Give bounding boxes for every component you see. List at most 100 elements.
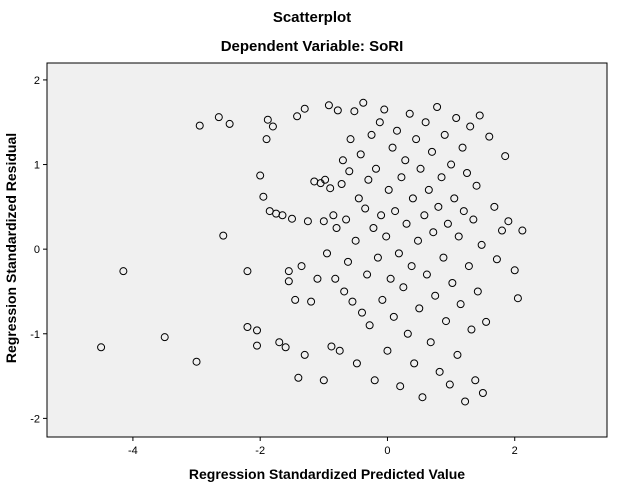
data-point — [361, 204, 370, 213]
data-point — [344, 257, 352, 266]
data-point — [458, 143, 467, 152]
data-point — [439, 253, 448, 262]
data-point — [466, 122, 475, 131]
chart-title: Scatterplot — [272, 9, 352, 26]
data-point — [422, 270, 431, 279]
data-point — [416, 164, 425, 173]
data-point — [284, 267, 293, 276]
y-axis-ticks: -2 -1 0 1 2 — [30, 75, 47, 425]
data-point — [352, 359, 361, 368]
data-point — [463, 169, 471, 177]
data-point — [313, 274, 322, 283]
data-point — [378, 295, 387, 304]
data-point — [327, 342, 336, 351]
data-point — [338, 156, 347, 165]
data-point — [342, 215, 351, 224]
y-axis-label: Regression Standardized Residual — [3, 133, 19, 363]
data-point — [498, 226, 506, 235]
data-point — [192, 357, 201, 366]
data-point — [367, 130, 376, 139]
data-point — [482, 317, 491, 326]
data-point — [329, 211, 338, 220]
data-point — [412, 135, 421, 144]
data-point — [356, 150, 365, 159]
data-point — [369, 224, 378, 232]
data-point — [119, 267, 128, 276]
data-point — [291, 295, 300, 304]
data-point — [418, 393, 427, 402]
data-point — [383, 346, 392, 355]
data-point — [472, 181, 481, 190]
x-tick-label: 0 — [384, 445, 390, 457]
data-point — [373, 253, 382, 262]
data-point — [473, 287, 482, 296]
data-point — [358, 308, 366, 317]
data-point — [303, 217, 312, 226]
data-point — [214, 113, 223, 122]
data-point — [331, 274, 340, 283]
data-point — [477, 240, 486, 249]
data-point — [307, 297, 316, 306]
data-point — [414, 236, 422, 245]
data-point — [263, 115, 272, 124]
data-point — [351, 236, 360, 245]
data-point — [340, 287, 349, 296]
data-point — [475, 111, 484, 120]
data-point — [195, 121, 204, 130]
data-point — [243, 323, 252, 331]
data-point — [393, 126, 401, 135]
chart-subtitle: Dependent Variable: SoRI — [220, 38, 404, 55]
data-point — [288, 214, 296, 223]
y-tick-label: -1 — [30, 329, 40, 341]
data-point — [388, 143, 397, 152]
data-point — [402, 219, 411, 228]
data-point — [501, 152, 510, 161]
data-point — [437, 173, 446, 182]
data-point — [453, 350, 462, 359]
data-point — [464, 262, 473, 271]
data-point — [259, 192, 268, 201]
data-point — [253, 326, 261, 335]
data-point — [399, 283, 408, 292]
data-point — [478, 389, 487, 397]
data-point — [421, 118, 430, 127]
data-point — [321, 175, 330, 184]
data-point — [408, 194, 417, 203]
data-point — [297, 262, 306, 271]
data-point — [443, 219, 452, 228]
data-point — [467, 325, 476, 334]
data-point — [337, 180, 346, 188]
data-point — [377, 211, 386, 220]
data-point — [253, 341, 261, 350]
data-point — [510, 266, 519, 275]
data-point — [326, 184, 335, 193]
data-point — [219, 231, 228, 240]
data-point — [382, 232, 391, 241]
data-point — [268, 122, 277, 131]
data-point — [415, 304, 424, 313]
data-point — [469, 215, 478, 224]
data-point — [429, 228, 438, 237]
data-point — [440, 130, 449, 139]
data-point — [401, 156, 410, 165]
data-point — [225, 119, 234, 128]
scatter-points — [97, 98, 527, 406]
data-point — [391, 207, 400, 216]
data-point — [518, 226, 527, 235]
data-point — [461, 397, 470, 406]
data-point — [442, 317, 450, 326]
data-point — [384, 185, 393, 194]
data-point — [275, 338, 284, 347]
data-point — [346, 135, 355, 144]
data-point — [243, 267, 252, 276]
data-point — [294, 373, 303, 382]
data-point — [420, 211, 429, 220]
data-point — [319, 376, 328, 385]
data-point — [394, 249, 403, 258]
x-axis-label: Regression Standardized Predicted Value — [189, 466, 465, 482]
data-point — [459, 207, 468, 216]
data-point — [97, 343, 106, 352]
data-point — [363, 270, 372, 279]
data-point — [448, 279, 457, 287]
